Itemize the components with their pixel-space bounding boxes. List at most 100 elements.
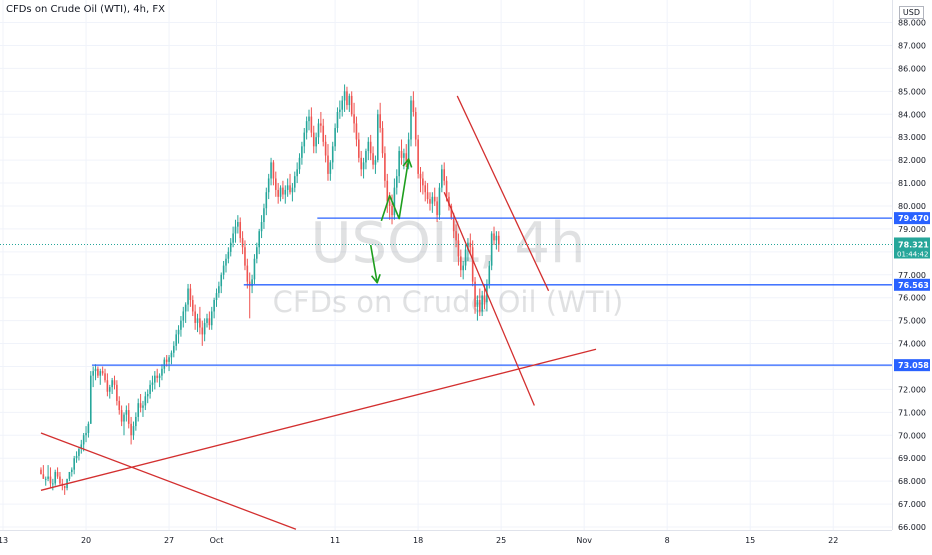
projection-arrow[interactable] (369, 244, 378, 283)
candle-body (417, 139, 419, 174)
level-price-box[interactable] (894, 212, 930, 225)
candle-body (215, 293, 218, 300)
candle-body (457, 240, 460, 257)
time-tick-label: 22 (828, 536, 838, 545)
candle-body (156, 375, 158, 378)
candle-body (187, 288, 189, 305)
chart-title: CFDs on Crude Oil (WTI), 4h, FX (6, 4, 165, 15)
price-tick-label: 86.000 (898, 64, 926, 73)
candle-body (419, 173, 422, 179)
candle-body (56, 471, 59, 477)
candle-body (336, 111, 339, 129)
level-price-box[interactable] (894, 359, 930, 372)
candle-body (474, 281, 476, 307)
candle-body (137, 403, 140, 417)
price-tick-label: 67.000 (898, 500, 926, 509)
candle-body (464, 249, 467, 266)
candle-body (438, 187, 441, 216)
candle-body (315, 137, 317, 147)
candle-body (180, 320, 182, 330)
candle-body (353, 114, 355, 124)
currency-label[interactable]: USD (898, 6, 924, 19)
candle-body (334, 128, 336, 147)
candle-body (68, 471, 71, 479)
candle-body (199, 318, 201, 328)
time-tick-label: 13 (0, 536, 8, 545)
candle-body (189, 288, 192, 300)
time-tick-label: 15 (745, 536, 755, 545)
candle-body (182, 311, 185, 321)
candle-body (360, 157, 362, 170)
candle-body (125, 410, 128, 415)
price-tick-label: 72.000 (898, 385, 926, 394)
time-tick-label: 27 (164, 536, 174, 545)
candle-body (130, 423, 132, 436)
candle-body (286, 185, 289, 190)
price-tick-label: 74.000 (898, 340, 926, 349)
candle-body (455, 231, 457, 241)
price-axis[interactable]: 66.000 67.000 68.000 69.000 70.000 71.000 72.0… (892, 0, 931, 532)
projection-arrow[interactable] (380, 158, 410, 222)
candle-body (391, 205, 393, 216)
candle-body (82, 435, 85, 445)
candle-body (163, 359, 166, 369)
trend-line[interactable] (40, 348, 597, 491)
candle-body (220, 274, 223, 287)
time-tick-label: 8 (665, 536, 670, 545)
candle-body (239, 222, 242, 239)
candle-body (154, 375, 156, 383)
level-price-box[interactable] (894, 278, 930, 291)
candle-body (384, 153, 386, 181)
candle-body (298, 157, 301, 170)
candle-body (63, 485, 66, 489)
candle-body (433, 196, 436, 202)
price-tick-label: 76.000 (898, 294, 926, 303)
candle-body (194, 311, 196, 323)
trend-line[interactable] (443, 191, 535, 406)
candle-body (59, 476, 61, 484)
candle-body (376, 114, 379, 161)
candle-body (320, 123, 322, 126)
trend-line[interactable] (456, 95, 550, 292)
candle-body (251, 279, 253, 287)
candle-body (410, 100, 412, 140)
last-price-label: 78.321 (898, 240, 929, 249)
candle-body (305, 121, 308, 133)
time-axis[interactable]: 132027Oct111825Nov81522Dec713 (0, 530, 932, 546)
candle-body (47, 476, 49, 479)
candle-body (144, 396, 147, 406)
candle-body (414, 111, 417, 140)
price-tick-label: 82.000 (898, 156, 926, 165)
candle-body (346, 91, 348, 106)
candle-body (139, 403, 142, 408)
last-price-box[interactable] (894, 237, 930, 259)
candle-body (149, 384, 151, 395)
candle-body (467, 242, 469, 250)
candle-body (405, 153, 408, 163)
countdown-label: 01:44:42 (897, 250, 928, 258)
candle-body (462, 265, 464, 271)
candle-body (78, 449, 80, 456)
candle-body (355, 123, 358, 140)
price-tick-label: 68.000 (898, 477, 926, 486)
price-tick-label: 77.000 (898, 271, 926, 280)
time-tick-label: 25 (496, 536, 506, 545)
candle-body (106, 380, 109, 392)
candle-body (118, 400, 121, 411)
candle-body (222, 265, 225, 275)
candle-body (469, 242, 472, 248)
candle-body (227, 251, 230, 259)
candle-body (350, 95, 353, 115)
candle-body (101, 371, 104, 374)
candle-body (97, 368, 99, 376)
candle-body (213, 299, 215, 312)
candle-body (362, 162, 365, 170)
candle-body (184, 304, 187, 312)
candle-body (85, 432, 87, 436)
candle-body (234, 226, 237, 234)
time-tick-label: 11 (330, 536, 340, 545)
trend-line[interactable] (40, 432, 297, 530)
